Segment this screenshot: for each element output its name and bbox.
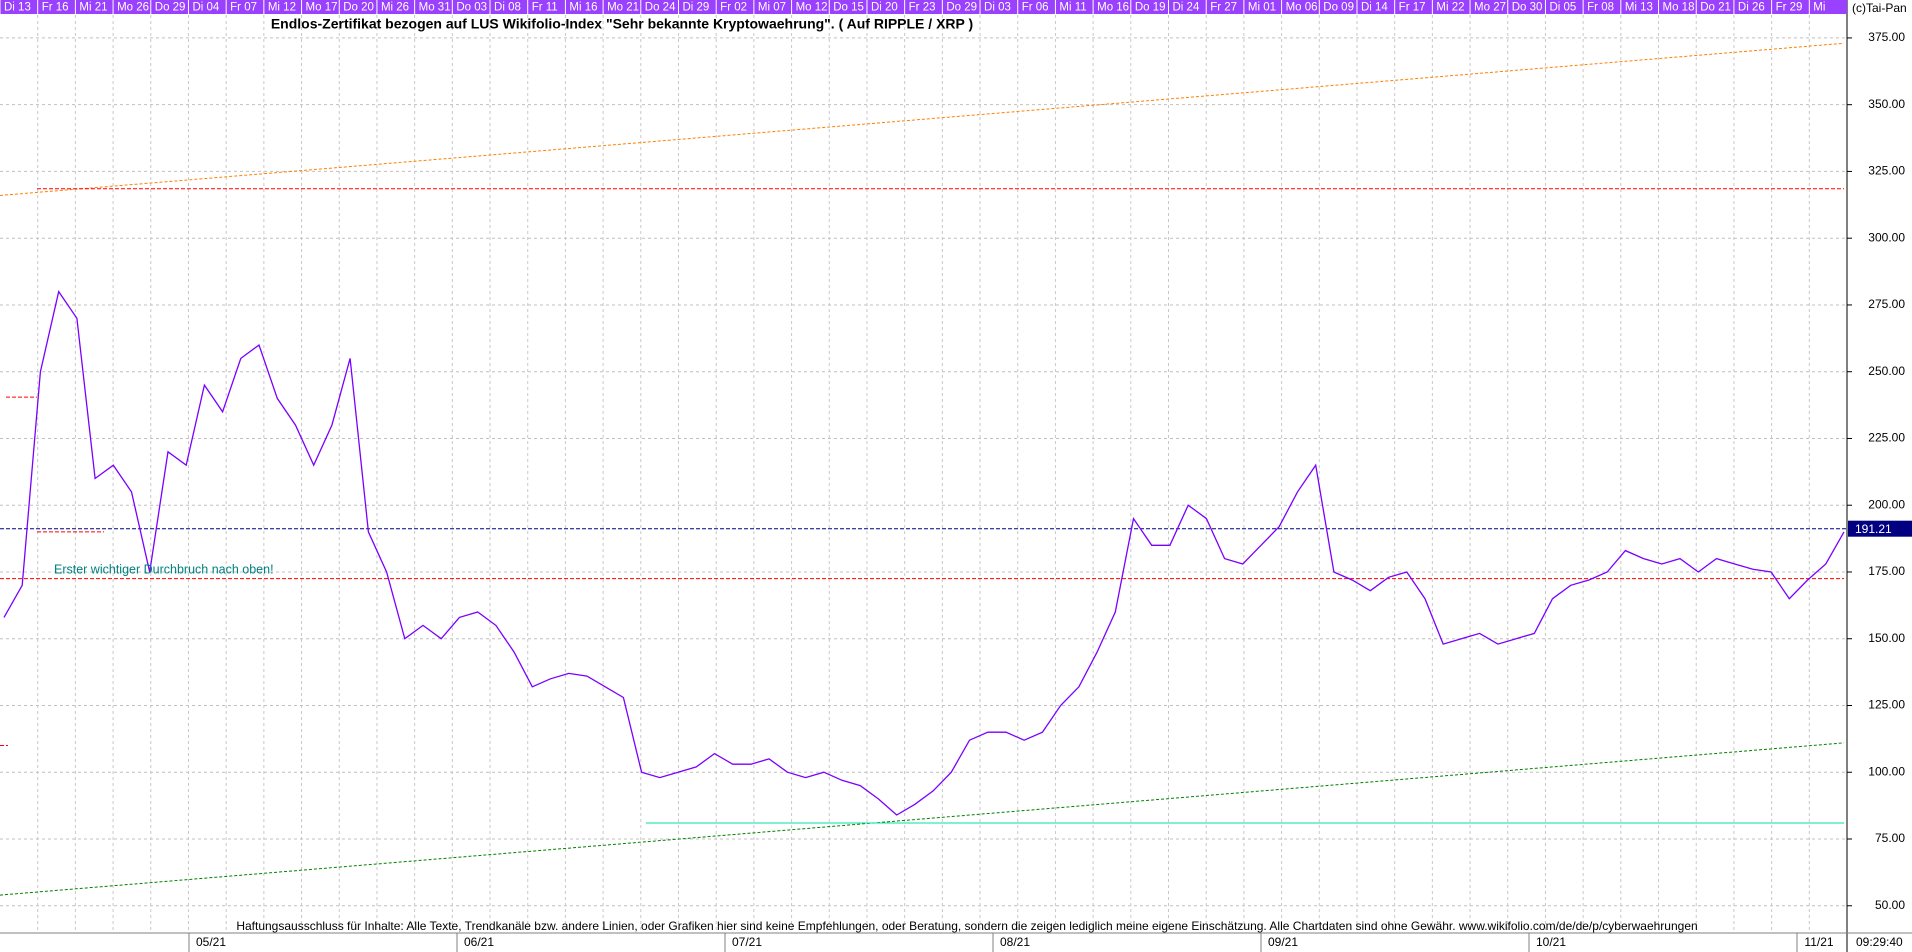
y-tick-label: 225.00 — [1868, 431, 1905, 445]
day-label: Mo 06 — [1286, 2, 1318, 14]
day-bar — [0, 0, 1847, 14]
day-label: Do 03 — [456, 2, 487, 14]
day-label: Do 15 — [833, 2, 864, 14]
day-label: Mi 11 — [1059, 2, 1086, 14]
day-label: Mi 21 — [79, 2, 107, 14]
day-label: Mo 17 — [306, 2, 338, 14]
day-label: Di 13 — [4, 2, 31, 14]
day-label: Fr 06 — [1022, 2, 1049, 14]
day-label: Do 19 — [1135, 2, 1166, 14]
chart-title: Endlos-Zertifikat bezogen auf LUS Wikifo… — [271, 16, 973, 32]
day-label: Fr 16 — [42, 2, 69, 14]
y-tick-label: 100.00 — [1868, 764, 1905, 778]
day-label: Mi 22 — [1436, 2, 1464, 14]
day-label: Mi 16 — [569, 2, 597, 14]
y-tick-label: 200.00 — [1868, 497, 1905, 511]
price-label-box — [1848, 520, 1912, 537]
y-tick-label: 375.00 — [1868, 30, 1905, 44]
y-tick-label: 75.00 — [1875, 831, 1905, 845]
month-label: 06/21 — [464, 935, 494, 949]
y-tick-label: 350.00 — [1868, 97, 1905, 111]
day-label: Mo 27 — [1474, 2, 1506, 14]
day-label: Mi 01 — [1248, 2, 1276, 14]
day-label: Di 26 — [1738, 2, 1765, 14]
day-label: Mi — [1813, 2, 1825, 14]
day-label: Mo 12 — [796, 2, 828, 14]
day-label: Di 04 — [192, 2, 219, 14]
y-tick-label: 300.00 — [1868, 230, 1905, 244]
day-label: Fr 07 — [230, 2, 257, 14]
day-label: Fr 02 — [720, 2, 747, 14]
day-label: Di 29 — [682, 2, 709, 14]
day-label: Di 14 — [1361, 2, 1388, 14]
day-label: Di 08 — [494, 2, 521, 14]
annotation: Erster wichtiger Durchbruch nach oben! — [54, 562, 274, 576]
y-tick-label: 175.00 — [1868, 564, 1905, 578]
month-label: 09/21 — [1268, 935, 1298, 949]
day-label: Do 09 — [1323, 2, 1354, 14]
day-label: Di 03 — [984, 2, 1011, 14]
day-label: Mo 31 — [419, 2, 451, 14]
month-label: 11/21 — [1804, 935, 1833, 949]
month-label: 10/21 — [1536, 935, 1566, 949]
day-label: Fr 29 — [1776, 2, 1803, 14]
day-label: Mi 07 — [758, 2, 786, 14]
day-label: Mo 16 — [1097, 2, 1129, 14]
day-label: Do 30 — [1512, 2, 1543, 14]
day-label: Fr 27 — [1210, 2, 1237, 14]
month-label: 05/21 — [196, 935, 226, 949]
copyright: (c)Tai-Pan — [1852, 1, 1907, 15]
day-label: Do 24 — [645, 2, 676, 14]
y-tick-label: 250.00 — [1868, 364, 1905, 378]
day-label: Di 05 — [1549, 2, 1576, 14]
day-label: Do 29 — [155, 2, 186, 14]
price-label: 191.21 — [1855, 522, 1892, 536]
y-tick-label: 275.00 — [1868, 297, 1905, 311]
day-label: Do 21 — [1700, 2, 1731, 14]
day-label: Fr 08 — [1587, 2, 1614, 14]
y-tick-label: 150.00 — [1868, 631, 1905, 645]
day-label: Di 24 — [1173, 2, 1200, 14]
timestamp: 09:29:40 — [1856, 935, 1903, 949]
day-label: Fr 11 — [532, 2, 558, 14]
y-tick-label: 50.00 — [1875, 898, 1905, 912]
day-label: Fr 23 — [909, 2, 936, 14]
footer: Haftungsausschluss für Inhalte: Alle Tex… — [236, 919, 1697, 933]
day-label: Mo 18 — [1663, 2, 1695, 14]
month-label: 08/21 — [1000, 935, 1030, 949]
y-tick-label: 125.00 — [1868, 698, 1905, 712]
trend-line — [0, 742, 1845, 896]
day-label: Mi 26 — [381, 2, 409, 14]
day-label: Mi 13 — [1625, 2, 1653, 14]
day-label: Mi 12 — [268, 2, 296, 14]
day-label: Fr 17 — [1399, 2, 1426, 14]
day-label: Do 29 — [946, 2, 977, 14]
y-tick-label: 325.00 — [1868, 164, 1905, 178]
trend-line — [0, 42, 1845, 196]
day-label: Mo 21 — [607, 2, 639, 14]
day-label: Mo 26 — [117, 2, 149, 14]
day-label: Do 20 — [343, 2, 374, 14]
day-label: Di 20 — [871, 2, 898, 14]
price-line — [3, 290, 1845, 816]
month-label: 07/21 — [732, 935, 762, 949]
